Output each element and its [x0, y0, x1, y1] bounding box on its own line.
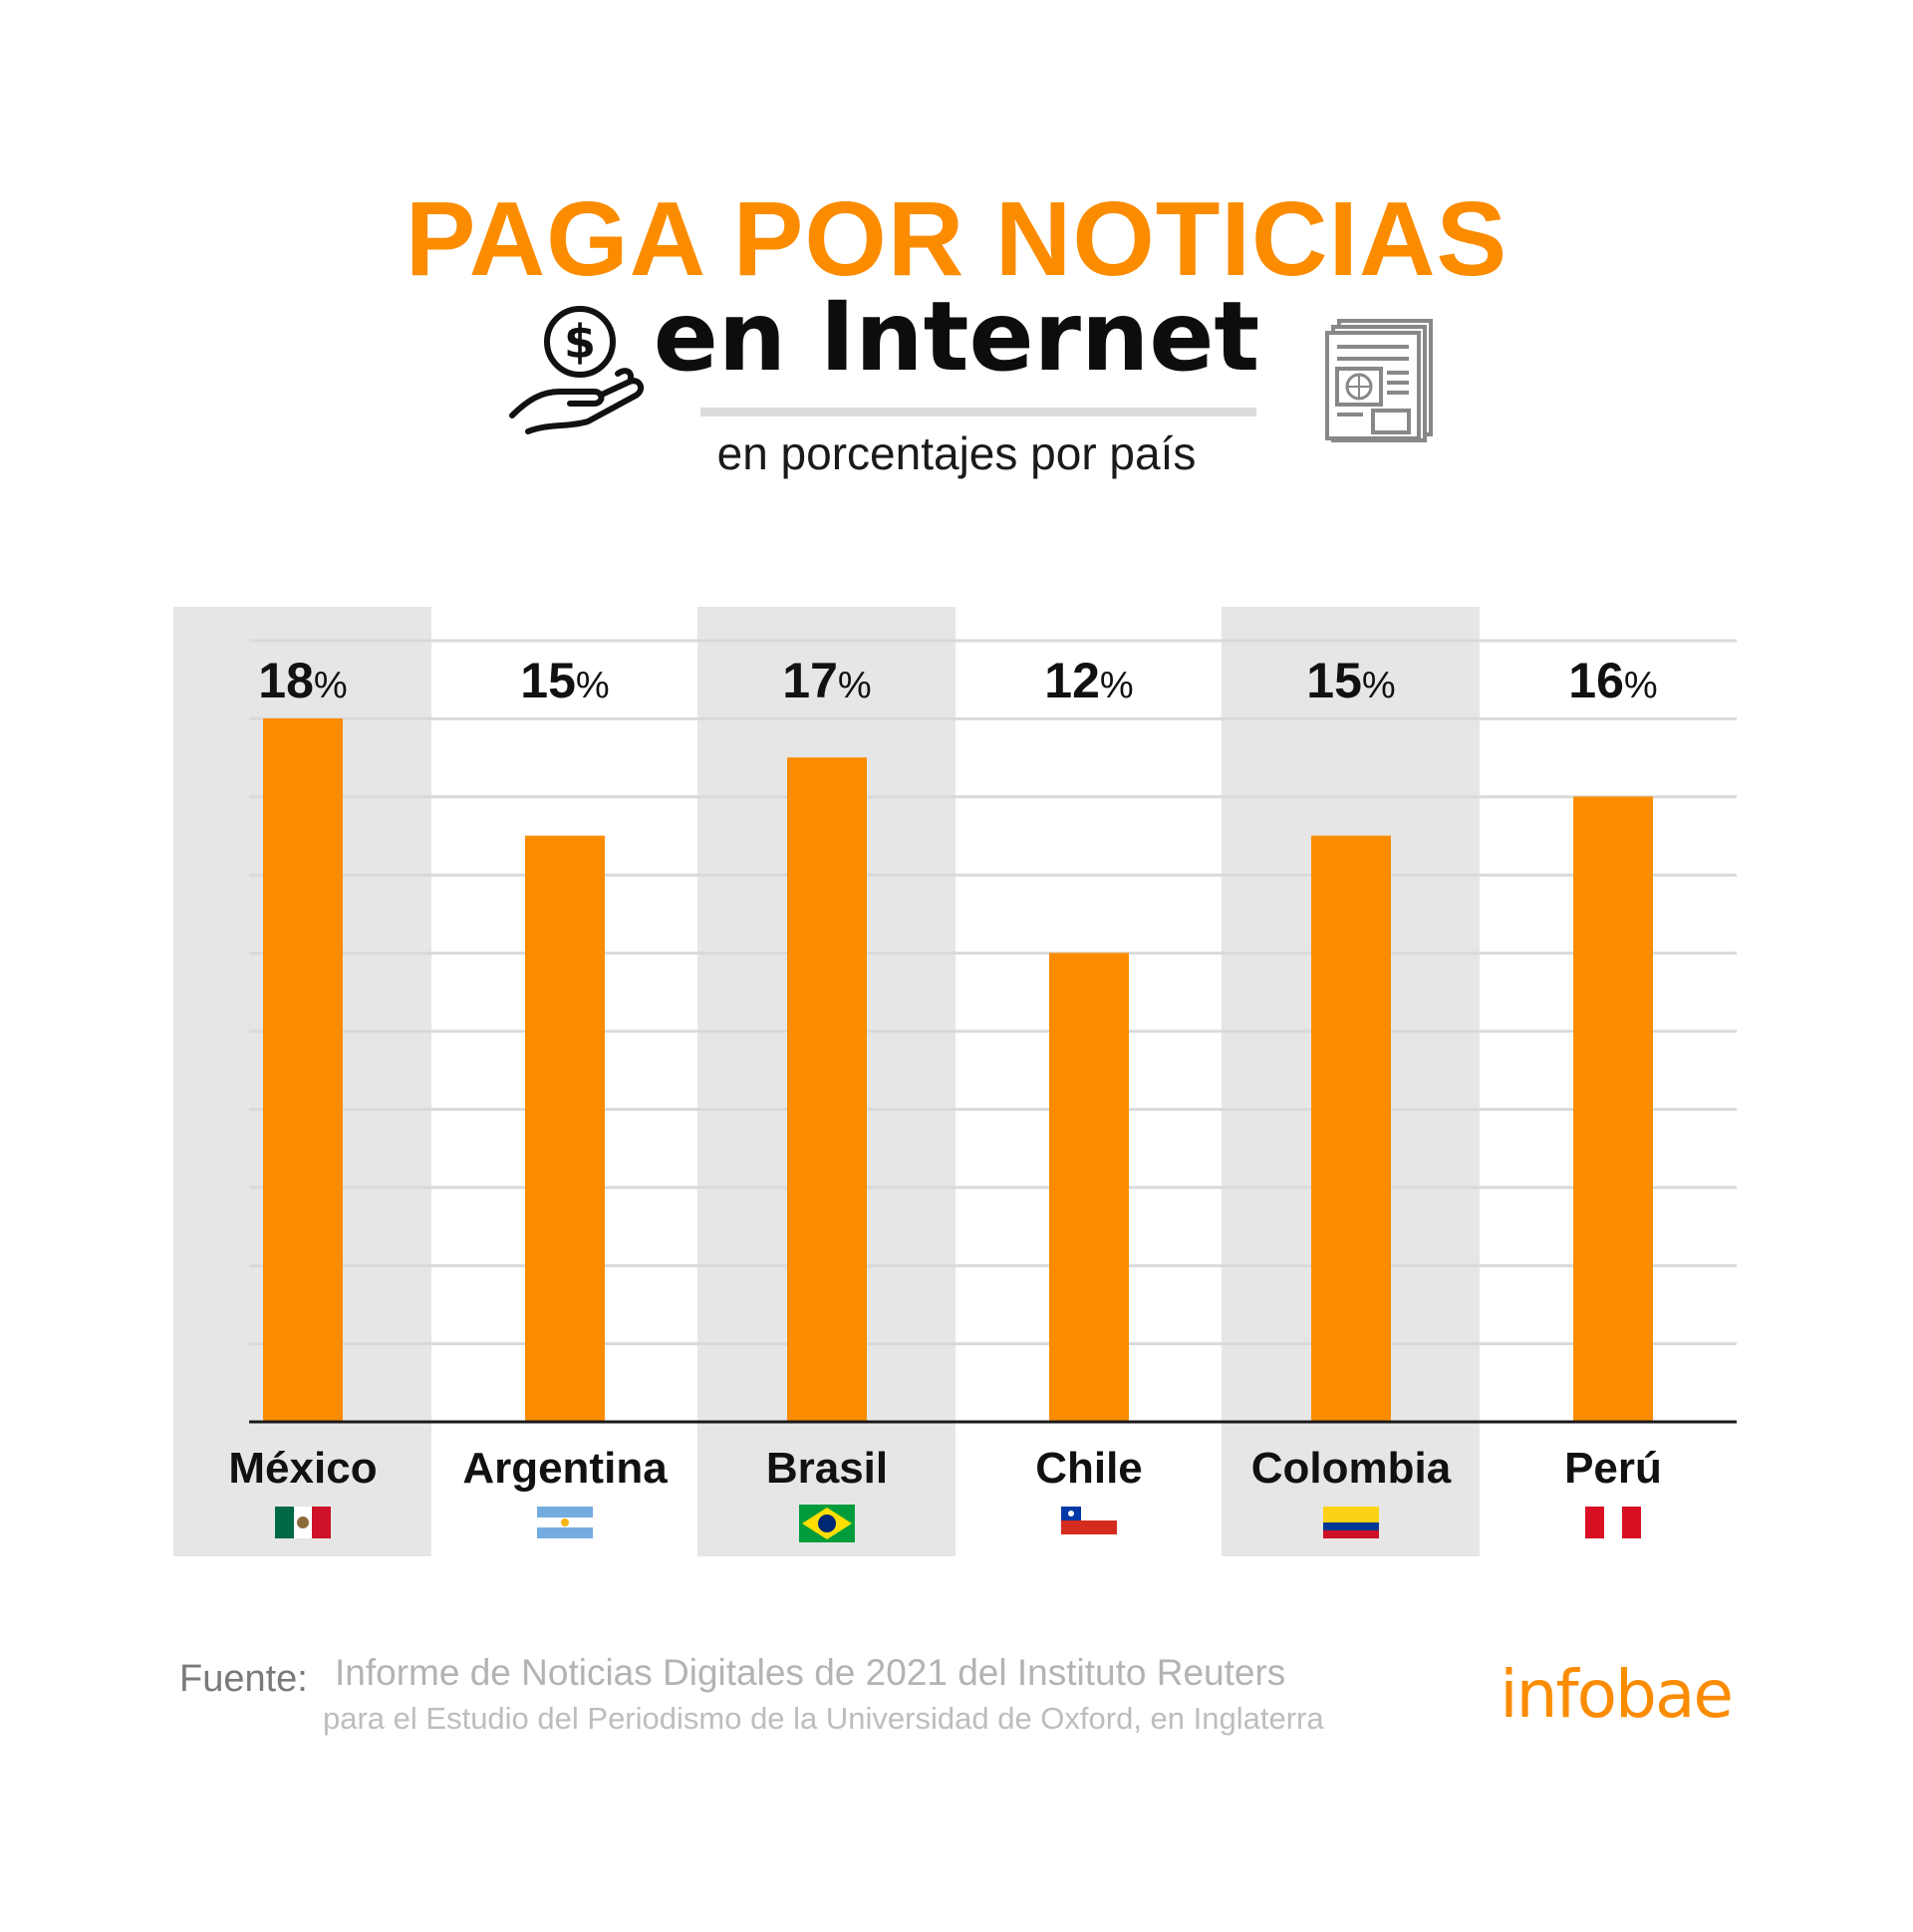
bar-1	[263, 718, 343, 1422]
data-label: 17%	[782, 653, 871, 708]
mexico-flag-icon	[275, 1507, 331, 1538]
data-label: 16%	[1568, 653, 1657, 708]
tick-label: Brasil	[766, 1444, 888, 1493]
tick-label: Colombia	[1251, 1444, 1452, 1493]
bar-5	[1311, 835, 1391, 1422]
title-divider	[700, 408, 1256, 416]
data-label: 15%	[520, 653, 609, 708]
colombia-flag-icon	[1323, 1507, 1379, 1538]
flag-stripe	[537, 1507, 593, 1518]
flag-star	[1068, 1511, 1074, 1517]
chart-subtitle: en porcentajes por país	[716, 427, 1197, 479]
tick-label: Chile	[1035, 1444, 1143, 1493]
chart-title-line2: en Internet	[653, 281, 1260, 393]
source-label: Fuente:	[179, 1658, 308, 1700]
flag-emblem	[297, 1517, 309, 1528]
data-label: 15%	[1306, 653, 1395, 708]
tick-label: México	[228, 1444, 377, 1493]
flag-stripe	[1585, 1507, 1604, 1538]
flag-stripe	[1604, 1507, 1622, 1538]
flag-stripe	[1061, 1520, 1117, 1534]
flag-stripe	[1323, 1530, 1379, 1538]
flag-stripe	[312, 1507, 331, 1538]
brand-logo: infobae	[1500, 1656, 1734, 1733]
newspaper-icon	[1325, 319, 1433, 442]
bar-6	[1573, 796, 1653, 1422]
brazil-flag-icon	[799, 1505, 855, 1542]
source-text-line2: para el Estudio del Periodismo de la Uni…	[323, 1701, 1324, 1736]
argentina-flag-icon	[537, 1507, 593, 1538]
hand-coin-icon: $	[509, 306, 645, 434]
flag-stripe	[275, 1507, 294, 1538]
flag-stripe	[1323, 1507, 1379, 1522]
bar-3	[787, 757, 867, 1422]
flag-stripe	[1323, 1522, 1379, 1530]
flag-stripe	[537, 1527, 593, 1538]
chile-flag-icon	[1061, 1507, 1117, 1534]
tick-label: Perú	[1564, 1444, 1662, 1493]
flag-globe	[818, 1515, 836, 1532]
data-label: 12%	[1044, 653, 1133, 708]
svg-text:$: $	[564, 315, 596, 369]
peru-flag-icon	[1585, 1507, 1641, 1538]
bar-2	[525, 835, 605, 1422]
chart-title: PAGA POR NOTICIAS	[405, 180, 1508, 298]
source-text-line1: Informe de Noticias Digitales de 2021 de…	[335, 1652, 1286, 1693]
flag-stripe	[1622, 1507, 1641, 1538]
flag-sun	[561, 1518, 569, 1526]
data-label: 18%	[258, 653, 347, 708]
bar-4	[1049, 953, 1129, 1422]
tick-label: Argentina	[462, 1444, 668, 1493]
